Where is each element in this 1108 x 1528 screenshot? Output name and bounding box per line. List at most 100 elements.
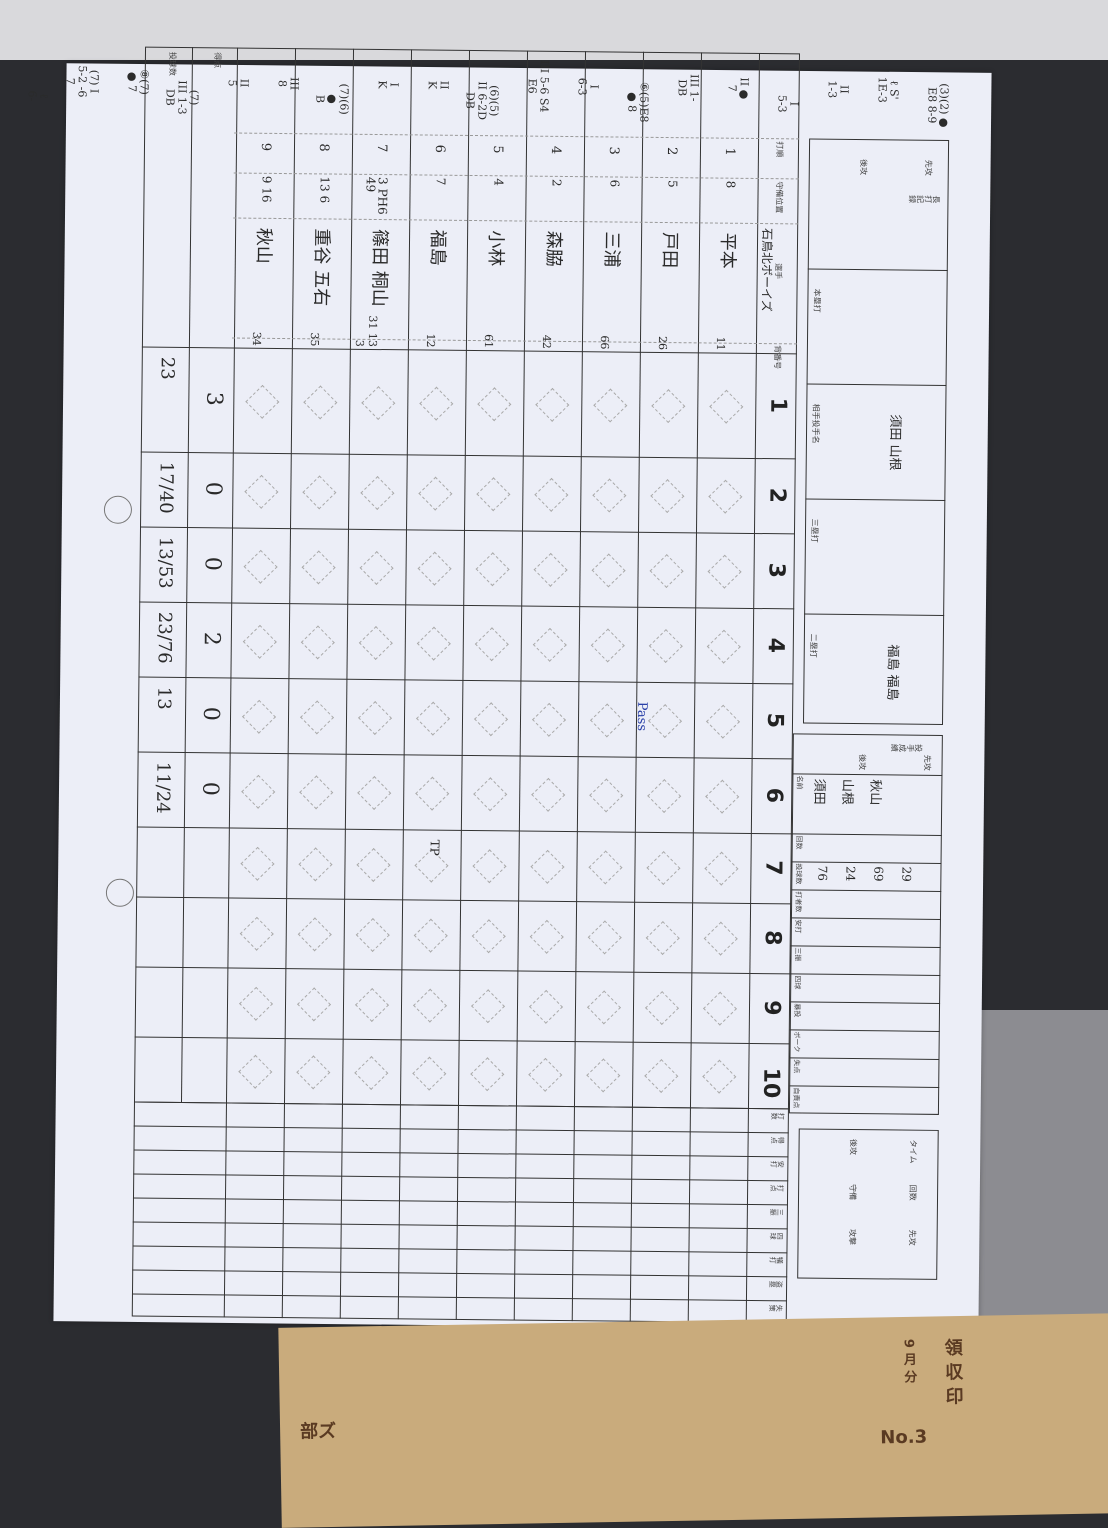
inning-header-7: 7 — [760, 860, 785, 876]
envelope-receipt-stamp-label: 領 収 印 — [939, 1338, 966, 1405]
position: 7 — [434, 178, 446, 218]
long-hit-column-header: 二塁打 — [808, 634, 819, 658]
time-box-label: 後攻 — [847, 1139, 858, 1155]
stat-header: 四球 — [770, 1231, 784, 1241]
pitcher-pitches: 76 — [815, 866, 829, 881]
stat-header: 三振 — [770, 1207, 784, 1217]
long-hit-record-box — [803, 139, 949, 725]
inning-header-8: 8 — [760, 930, 785, 946]
scoresheet: 長打記録先攻後攻本塁打相手投手名三塁打二塁打須田 山根福島 福島投手成績名前回数… — [132, 47, 950, 1325]
inning-header-1: 1 — [765, 398, 790, 414]
long-hit-row-label: 先攻 — [923, 160, 934, 176]
uniform-number: 66 — [598, 313, 611, 349]
inning-pitch-count: 17/40 — [155, 462, 177, 514]
player-name: 平本 — [716, 233, 742, 269]
player-name: 森脇 — [542, 231, 568, 267]
uniform-number: 35 — [308, 310, 321, 346]
inning-header-6: 6 — [761, 788, 786, 804]
position: 9 16 — [260, 176, 272, 216]
inning-runs: 2 — [199, 632, 224, 646]
pitcher-pitches: 29 — [899, 867, 913, 882]
inning-runs: 0 — [200, 482, 225, 496]
pitcher-pitches: 69 — [871, 866, 885, 881]
inning-pitch-count: 13/53 — [154, 537, 176, 589]
batting-order: 2 — [664, 147, 679, 155]
inning-header-9: 9 — [759, 1000, 784, 1016]
triple-play-annotation: TP — [428, 840, 442, 856]
inning-pitch-count: 23/76 — [154, 612, 176, 664]
batting-order: 8 — [316, 143, 331, 151]
inning-runs: 3 — [201, 392, 226, 406]
runs-label: 得点 — [212, 52, 223, 68]
at-bat-result: (7) I 5-2 -6 7 — [49, 46, 100, 118]
pitching-column-header: 四球 — [792, 975, 802, 989]
punch-hole — [106, 879, 134, 907]
inning-header-5: 5 — [762, 713, 787, 729]
pitching-row-label: 後攻 — [857, 754, 868, 770]
stat-header: 打数 — [771, 1111, 785, 1121]
batting-order: 3 — [606, 146, 621, 154]
pitching-title: 投手成績 — [891, 742, 923, 753]
inning-header-10: 10 — [758, 1068, 783, 1099]
inning-pitch-count: 13 — [153, 687, 174, 710]
pitcher-pitches: 24 — [843, 866, 857, 881]
player-name: 篠田 桐山 — [367, 229, 394, 307]
batting-order: 9 — [258, 143, 273, 151]
pitching-column-header: 打者数 — [793, 891, 803, 912]
pitching-column-header: 失点 — [791, 1059, 801, 1073]
time-box-label: 攻撃 — [847, 1229, 858, 1245]
position: 4 — [492, 178, 504, 218]
stat-header: 打点 — [770, 1183, 784, 1193]
long-hit-column-header: 本塁打 — [811, 289, 822, 313]
envelope-label: 部ズ — [300, 1417, 336, 1444]
position: 2 — [550, 179, 562, 219]
stat-header: 安打 — [770, 1159, 784, 1169]
long-hit-row-label: 後攻 — [858, 159, 869, 175]
uniform-number: 42 — [540, 313, 553, 349]
inning-pitch-count: 23 — [157, 357, 178, 380]
position: 5 — [666, 180, 678, 220]
time-box-label: タイム — [907, 1140, 918, 1164]
time-box-label: 先攻 — [907, 1230, 918, 1246]
player-name: 重谷 五右 — [309, 228, 336, 306]
punch-hole — [104, 496, 132, 524]
uniform-number: 11 — [714, 315, 727, 351]
envelope: 部ズ 領 収 印 No.3 9 月 分 — [278, 1312, 1108, 1528]
pitching-column-header: 暴投 — [792, 1003, 802, 1017]
batting-order: 6 — [432, 145, 447, 153]
pitching-column-header: 投球数 — [793, 863, 803, 884]
position: 13 6 — [318, 176, 330, 216]
stat-header: 盗塁 — [769, 1279, 783, 1289]
time-box-label: 回数 — [907, 1185, 918, 1201]
at-bat-result: ℓ 6- — [0, 45, 50, 147]
player-name: 小林 — [484, 230, 510, 266]
batting-order: 1 — [722, 148, 737, 156]
uniform-number: 61 — [482, 312, 495, 348]
lineup-header: 打順 — [774, 141, 785, 157]
position: 6 — [608, 179, 620, 219]
opponent-pitchers: 須田 山根 — [887, 414, 907, 470]
pitcher-name: 山根 — [839, 779, 858, 805]
pitches-label: 投球数 — [167, 52, 178, 76]
pitching-column-header: ボーク — [792, 1031, 802, 1052]
player-name: 福島 — [426, 230, 452, 266]
stat-header: 失策 — [769, 1303, 783, 1313]
inning-header-3: 3 — [764, 563, 789, 579]
time-box-label: 守備 — [847, 1184, 858, 1200]
pitching-column-header: 回数 — [794, 835, 804, 849]
pitching-column-header: 安打 — [793, 919, 803, 933]
pitching-column-header: 三振 — [792, 947, 802, 961]
uniform-number: 12 — [424, 312, 437, 348]
position: 8 — [724, 181, 736, 221]
inning-runs: 0 — [198, 707, 223, 721]
inning-pitch-count: 11/24 — [152, 762, 174, 814]
batting-order: 7 — [374, 144, 389, 152]
inning-header-2: 2 — [764, 488, 789, 504]
envelope-month-label: 9 月 分 — [899, 1339, 919, 1383]
long-hit-column-header: 相手投手名 — [810, 404, 821, 444]
position: 3 PH6 49 — [364, 177, 388, 217]
pitching-row-label: 先攻 — [922, 755, 933, 771]
pitching-column-header: 自責点 — [791, 1087, 801, 1108]
batting-order: 4 — [548, 146, 563, 154]
pitching-column-header: 名前 — [794, 775, 804, 789]
